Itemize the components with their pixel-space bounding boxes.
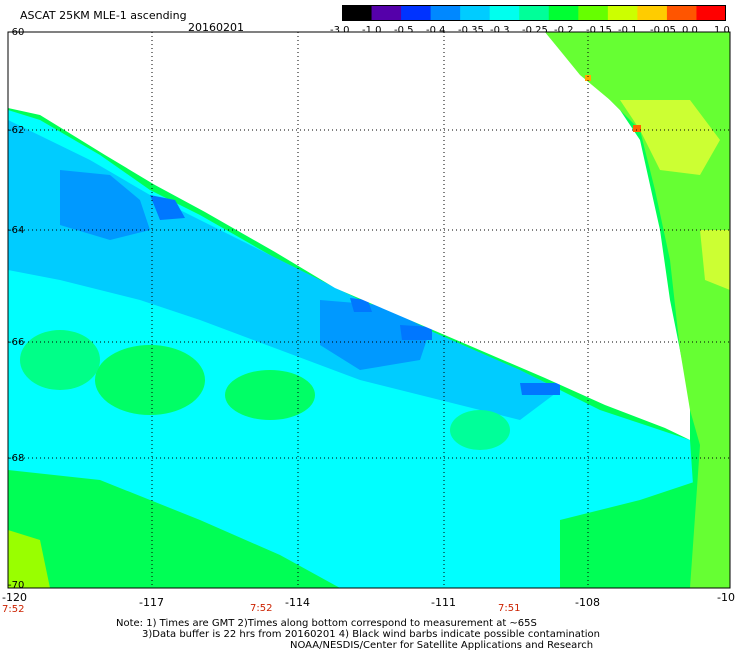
lat-label: -68 xyxy=(8,453,25,464)
wind-field-orange-pixel xyxy=(633,125,641,132)
color-scale-cell xyxy=(548,5,579,21)
color-scale-cell xyxy=(430,5,461,21)
color-scale-label: -0.2 xyxy=(554,25,574,36)
lon-label: -120 xyxy=(2,591,27,604)
color-scale-label: -0.4 xyxy=(426,25,446,36)
wind-field-green-patch xyxy=(20,330,100,390)
wind-field-blue-patch xyxy=(150,195,185,220)
color-scale-cell xyxy=(489,5,520,21)
wind-field-green-patch xyxy=(225,370,315,420)
footer-note-1: Note: 1) Times are GMT 2)Times along bot… xyxy=(116,618,537,629)
product-date: 20160201 xyxy=(188,21,244,34)
color-scale-cell xyxy=(607,5,638,21)
lat-label: -66 xyxy=(8,337,25,348)
lon-label: -117 xyxy=(139,596,164,609)
lon-label: -114 xyxy=(285,596,310,609)
lon-label: -111 xyxy=(431,596,456,609)
color-scale-cell xyxy=(578,5,609,21)
lat-label: -60 xyxy=(8,27,25,38)
wind-field-yellow-patch xyxy=(620,100,720,175)
color-scale-cell xyxy=(519,5,550,21)
color-scale-cell xyxy=(342,5,373,21)
color-scale-label: -3.0 xyxy=(330,25,350,36)
color-scale-label: -0.35 xyxy=(458,25,484,36)
color-scale-cell xyxy=(460,5,491,21)
wind-field-yellowgreen-corner xyxy=(8,530,50,588)
color-scale-label: -1.0 xyxy=(362,25,382,36)
color-scale-label: 0.0 xyxy=(682,25,698,36)
color-scale-cell xyxy=(666,5,697,21)
lat-label: -64 xyxy=(8,225,25,236)
wind-field-blue-patch xyxy=(520,383,560,395)
color-scale-bar xyxy=(342,5,726,21)
wind-field-yellow-patch xyxy=(700,230,730,290)
color-scale-cell xyxy=(637,5,668,21)
color-scale-label: -0.15 xyxy=(586,25,612,36)
wind-field-green-bottom xyxy=(8,470,340,588)
lat-label: -70 xyxy=(8,580,25,591)
wind-field-orange-pixel xyxy=(585,75,591,81)
graticule xyxy=(8,32,730,588)
product-title: ASCAT 25KM MLE-1 ascending xyxy=(20,9,187,22)
footer-note-3: NOAA/NESDIS/Center for Satellite Applica… xyxy=(290,640,594,651)
time-label: 7:52 xyxy=(250,603,273,614)
color-scale-cell xyxy=(371,5,402,21)
wind-field-blue-patch xyxy=(400,325,432,340)
time-label: 7:52 xyxy=(2,604,25,615)
color-scale-label: 1.0 xyxy=(714,25,730,36)
no-data-region xyxy=(8,32,690,440)
color-scale-label: -0.25 xyxy=(522,25,548,36)
wind-field-green-patch xyxy=(95,345,205,415)
wind-field-green-patch xyxy=(450,410,510,450)
time-label: 7:51 xyxy=(498,603,521,614)
footer-note-2: 3)Data buffer is 22 hrs from 20160201 4)… xyxy=(142,629,600,640)
color-scale-label: -0.3 xyxy=(490,25,510,36)
color-scale-cell xyxy=(696,5,726,21)
color-scale-cell xyxy=(401,5,432,21)
map-frame xyxy=(7,31,731,589)
wind-field-blue-patch xyxy=(60,170,150,240)
color-scale-label: -0.05 xyxy=(650,25,676,36)
wind-field-blue-patch xyxy=(320,300,430,370)
lon-label: -108 xyxy=(575,596,600,609)
color-scale-label: -0.1 xyxy=(618,25,638,36)
color-scale-label: -0.5 xyxy=(394,25,414,36)
lon-label: -10 xyxy=(717,591,735,604)
wind-field-green-bottom xyxy=(560,470,730,588)
lat-label: -62 xyxy=(8,125,25,136)
